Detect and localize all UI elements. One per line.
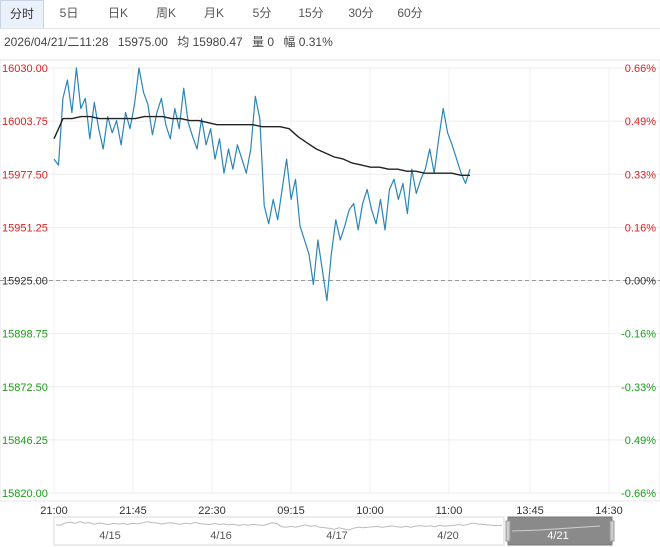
chart-grid — [0, 59, 660, 502]
tab-intraday[interactable]: 分时 — [0, 0, 44, 28]
x-tick-label: 14:30 — [595, 505, 623, 517]
navigator-mini-line — [55, 521, 503, 531]
y-tick-label-right: -0.16% — [621, 329, 656, 341]
x-tick-label: 10:00 — [356, 505, 384, 517]
navigator-date-label: 4/20 — [437, 530, 458, 542]
x-tick-label: 13:45 — [516, 505, 544, 517]
average-price-line — [53, 115, 470, 176]
y-tick-label-right: 0.16% — [625, 222, 656, 234]
x-tick-label: 21:45 — [119, 505, 147, 517]
plot-frame — [0, 59, 660, 502]
y-tick-label-right: 0.33% — [625, 169, 656, 181]
range-navigator[interactable]: 4/15 4/16 4/17 4/20 4/21 — [53, 516, 615, 546]
tab-5day[interactable]: 5日 — [59, 6, 79, 20]
y-tick-label-right: 0.49% — [625, 435, 656, 447]
x-axis: 21:00 21:45 22:30 09:15 10:00 11:00 13:45 14:30 — [40, 505, 623, 517]
tab-monthly-k[interactable]: 月K — [203, 6, 224, 20]
quote-volume: 量 0 — [252, 35, 275, 49]
quote-change: 幅 0.31% — [283, 35, 333, 49]
navigator-left-handle[interactable] — [505, 520, 511, 542]
period-tabs: 分时 5日 日K 周K 月K 5分 15分 30分 60分 — [0, 0, 660, 29]
y-tick-label-left: 16003.75 — [2, 116, 48, 128]
navigator-date-label: 4/15 — [99, 530, 120, 542]
y-tick-label-right: -0.33% — [621, 382, 656, 394]
y-tick-label-left: 16030.00 — [2, 63, 48, 75]
tab-weekly-k[interactable]: 周K — [155, 6, 176, 20]
price-series — [53, 67, 471, 302]
tab-60min[interactable]: 60分 — [397, 6, 423, 20]
y-tick-label-left: 15898.75 — [2, 329, 48, 341]
tab-30min[interactable]: 30分 — [348, 6, 374, 20]
y-tick-label-left: 15872.50 — [2, 382, 48, 394]
y-tick-label-left: 15951.25 — [2, 222, 48, 234]
y-tick-label-right: 0.66% — [625, 63, 656, 75]
y-tick-label-left: 15977.50 — [2, 169, 48, 181]
tab-daily-k[interactable]: 日K — [107, 6, 128, 20]
y-axis-left: 16030.00 16003.75 15977.50 15951.25 15925.00… — [2, 63, 48, 500]
x-tick-label: 09:15 — [277, 505, 305, 517]
y-axis-right: 0.66% 0.49% 0.33% 0.16% 0.00% -0.16% -0.33% 0.4… — [621, 63, 656, 500]
navigator-track — [53, 516, 505, 546]
navigator-date-label: 4/17 — [326, 530, 347, 542]
tab-5min[interactable]: 5分 — [252, 6, 272, 20]
quote-price: 15975.00 — [117, 35, 168, 49]
x-tick-label: 22:30 — [198, 505, 226, 517]
navigator-date-label: 4/21 — [547, 530, 568, 542]
quote-info-bar: 2026/04/21/二11:28 15975.00 均 15980.47 量 … — [4, 33, 339, 50]
quote-datetime: 2026/04/21/二11:28 — [4, 35, 109, 49]
y-tick-label-left: 15846.25 — [2, 435, 48, 447]
y-tick-label-left: 15925.00 — [2, 276, 48, 288]
price-line — [53, 67, 471, 302]
y-tick-label-right: -0.66% — [621, 488, 656, 500]
quote-average: 均 15980.47 — [177, 35, 243, 49]
x-tick-label: 21:00 — [40, 505, 68, 517]
navigator-mini-line-selected — [511, 525, 601, 532]
y-tick-label-right: 0.49% — [625, 116, 656, 128]
x-tick-label: 11:00 — [436, 505, 463, 517]
navigator-date-label: 4/16 — [210, 530, 231, 542]
y-tick-label-left: 15820.00 — [2, 488, 48, 500]
navigator-right-handle[interactable] — [609, 520, 615, 542]
y-tick-label-right: 0.00% — [625, 276, 656, 288]
tab-15min[interactable]: 15分 — [298, 6, 324, 20]
